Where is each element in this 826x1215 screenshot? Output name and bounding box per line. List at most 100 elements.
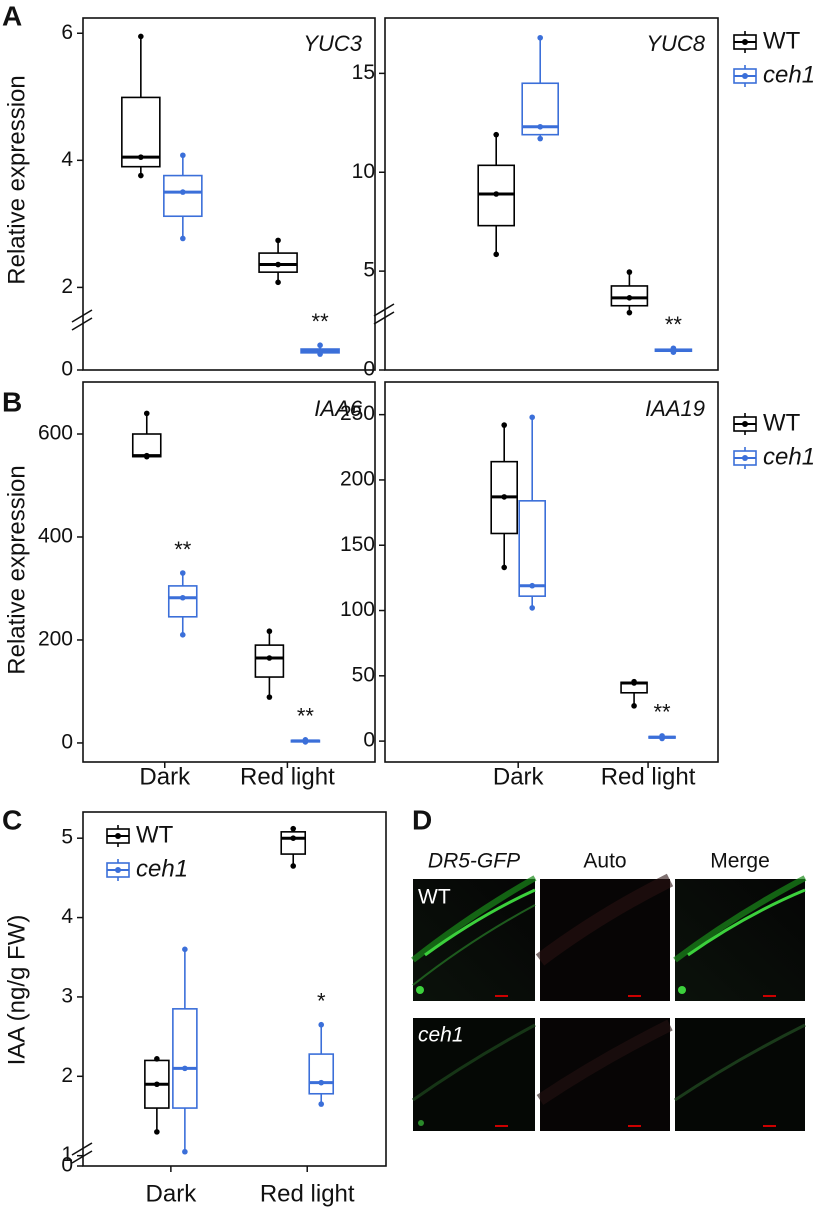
point: [501, 494, 508, 500]
y-tick-label: 0: [61, 358, 73, 381]
point: [501, 422, 508, 428]
y-tick-label: 400: [38, 525, 73, 548]
chart-title: YUC8: [646, 31, 705, 56]
point: [529, 605, 535, 611]
legend-symbol: [742, 455, 748, 461]
point: [626, 309, 633, 316]
y-tick-label: 0: [61, 1154, 73, 1177]
annotation: **: [174, 537, 192, 562]
box: [254, 644, 285, 678]
point: [318, 1079, 325, 1086]
point: [179, 570, 186, 576]
point: [182, 1065, 188, 1072]
point: [537, 135, 543, 142]
plot-frame: [384, 381, 719, 763]
point: [138, 154, 144, 160]
point: [290, 835, 297, 841]
legend-symbol: [742, 39, 748, 45]
point: [626, 269, 633, 275]
legend-label: ceh1: [136, 855, 188, 882]
column-label: Auto: [583, 850, 626, 873]
chart-title: IAA19: [645, 396, 705, 421]
y-tick-label: 15: [352, 61, 375, 84]
x-tick-label: Dark: [139, 763, 191, 790]
panel-label: B: [2, 386, 22, 417]
y-tick-label: 600: [38, 422, 73, 445]
image-panel: DR5-GFP Auto Merge WT ceh1: [411, 850, 807, 1131]
y-tick-label: 6: [61, 21, 73, 44]
legend-label: WT: [136, 821, 174, 848]
point: [537, 123, 543, 130]
chart-title: YUC3: [303, 31, 362, 56]
panel-label: C: [2, 804, 22, 835]
plot-frame: [82, 17, 376, 371]
point: [275, 279, 281, 286]
point: [318, 1021, 325, 1028]
point: [631, 678, 637, 685]
y-tick-label: 2: [61, 275, 73, 298]
panel-label: A: [2, 0, 22, 31]
point: [182, 946, 188, 953]
point: [317, 348, 323, 354]
y-tick-label: 200: [38, 628, 73, 651]
x-tick-label: Dark: [493, 763, 545, 790]
point: [290, 863, 297, 869]
point: [182, 1148, 188, 1155]
point: [266, 628, 273, 635]
axis-break: [71, 303, 396, 1164]
legend-label: WT: [763, 409, 801, 436]
point: [626, 295, 633, 301]
y-tick-label: 250: [340, 402, 375, 425]
legend-label: ceh1: [763, 443, 815, 470]
y-tick-label: 150: [340, 533, 375, 556]
annotation: *: [317, 989, 326, 1014]
y-tick-label: 3: [61, 984, 73, 1007]
point: [138, 33, 144, 40]
legend-label: ceh1: [763, 61, 815, 88]
point: [493, 251, 500, 258]
column-label: DR5-GFP: [428, 850, 520, 873]
box: [518, 500, 547, 597]
x-tick-label: Red light: [240, 763, 335, 790]
column-label: Merge: [710, 850, 770, 873]
point: [180, 235, 186, 242]
point: [670, 345, 677, 352]
point: [659, 733, 665, 739]
point: [275, 237, 281, 244]
legend-symbol: [742, 421, 748, 427]
row-label: WT: [418, 886, 451, 909]
panel-label: D: [412, 804, 432, 835]
y-tick-label: 5: [61, 826, 73, 849]
point: [317, 342, 323, 349]
point: [493, 191, 500, 197]
point: [302, 737, 309, 743]
annotation: **: [297, 704, 315, 729]
point: [180, 189, 186, 195]
point: [143, 410, 150, 417]
point: [529, 582, 535, 589]
y-tick-label: 0: [61, 730, 73, 753]
point: [154, 1056, 160, 1062]
y-tick-label: 50: [352, 663, 375, 686]
legend-symbol: [115, 867, 121, 873]
point: [529, 414, 535, 421]
y-tick-label: 100: [340, 598, 375, 621]
y-tick-label: 10: [352, 160, 375, 183]
point: [138, 172, 144, 179]
point: [275, 261, 281, 268]
point: [180, 152, 186, 159]
plot-frame: [82, 381, 376, 763]
x-tick-label: Red light: [601, 763, 696, 790]
row-label: ceh1: [418, 1024, 464, 1047]
box: [172, 1008, 198, 1109]
point: [537, 34, 543, 41]
point: [501, 564, 508, 571]
y-tick-label: 1: [61, 1143, 73, 1166]
point: [290, 825, 297, 832]
point: [631, 703, 637, 709]
chart-title: IAA6: [314, 396, 362, 421]
point: [179, 632, 186, 638]
plot-frame: [82, 811, 387, 1167]
